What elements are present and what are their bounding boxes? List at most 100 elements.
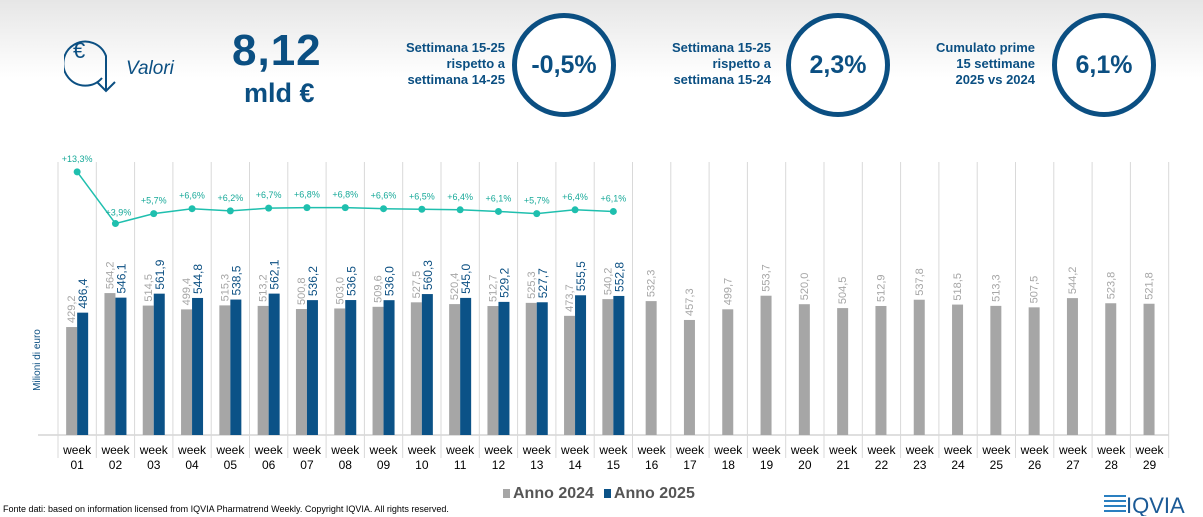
growth-label: +6,4% (447, 192, 473, 202)
x-tick-label: 24 (951, 458, 965, 472)
growth-label: +6,6% (179, 191, 205, 201)
legend-label: Anno 2025 (613, 485, 695, 502)
x-tick-label: week (1058, 443, 1088, 457)
data-label: 537,8 (914, 268, 926, 296)
x-tick-label: 10 (415, 458, 429, 472)
growth-point (188, 205, 196, 213)
x-tick-label: 16 (645, 458, 659, 472)
growth-label: +6,5% (409, 191, 435, 201)
x-tick-label: week (139, 443, 169, 457)
data-label: 546,1 (114, 263, 128, 293)
data-label: 520,0 (799, 273, 811, 301)
data-label: 536,2 (306, 266, 320, 296)
bar-2024 (487, 306, 499, 435)
data-label: 457,3 (684, 288, 696, 316)
weekly-sales-chart: Milioni di euroweek01week02week03week04w… (32, 154, 1170, 472)
kpi-label-line: Settimana 15-25 (406, 40, 505, 55)
bar-2024 (683, 319, 695, 435)
x-tick-label: week (445, 443, 475, 457)
growth-point (609, 207, 617, 215)
x-tick-label: 28 (1105, 458, 1119, 472)
x-tick-label: week (981, 443, 1011, 457)
bar-2025 (536, 302, 548, 435)
bar-2025 (345, 300, 357, 435)
growth-label: +6,8% (332, 190, 358, 200)
data-label: 561,9 (153, 259, 167, 289)
x-tick-label: 09 (377, 458, 391, 472)
kpi-1-value: -0,5% (512, 13, 616, 117)
x-tick-label: 25 (990, 458, 1004, 472)
data-label: 538,5 (229, 265, 243, 295)
data-label: 532,3 (646, 270, 658, 298)
growth-point (265, 204, 273, 212)
data-label: 521,8 (1144, 272, 1156, 300)
bar-2024 (913, 299, 925, 435)
x-tick-label: week (522, 443, 552, 457)
kpi-3-value: 6,1% (1052, 13, 1156, 117)
growth-point (418, 205, 426, 213)
growth-label: +6,2% (217, 193, 243, 203)
x-tick-label: 02 (109, 458, 123, 472)
x-tick-label: week (177, 443, 207, 457)
kpi-1-label: Settimana 15-25 rispetto a settimana 14-… (406, 40, 505, 88)
bar-2025 (230, 299, 242, 435)
growth-point (226, 207, 234, 215)
legend-item-2024: Anno 2024 (503, 485, 594, 503)
growth-point (303, 204, 311, 212)
growth-point (494, 207, 502, 215)
data-label: 500,8 (296, 277, 308, 305)
data-label: 473,7 (564, 284, 576, 312)
data-label: 509,6 (373, 275, 385, 303)
x-tick-label: week (713, 443, 743, 457)
data-label: 553,7 (761, 264, 773, 292)
x-tick-label: 05 (224, 458, 238, 472)
x-tick-label: week (62, 443, 92, 457)
data-label: 555,5 (574, 261, 588, 291)
y-axis-label: Milioni di euro (32, 329, 43, 391)
data-label: 503,0 (334, 277, 346, 305)
x-tick-label: week (1135, 443, 1165, 457)
bar-2024 (602, 299, 614, 435)
growth-label: +6,1% (600, 193, 626, 203)
x-tick-label: 14 (568, 458, 582, 472)
growth-point (73, 168, 81, 176)
kpi-label-line: Settimana 15-25 (672, 40, 771, 55)
growth-point (341, 204, 349, 212)
x-tick-label: 13 (530, 458, 544, 472)
x-tick-label: week (407, 443, 437, 457)
bar-2025 (115, 297, 127, 435)
growth-label: +5,7% (141, 196, 167, 206)
x-tick-label: week (790, 443, 820, 457)
growth-label: +6,8% (294, 190, 320, 200)
x-tick-label: week (1020, 443, 1050, 457)
bar-2024 (142, 305, 154, 435)
svg-text:IQVIA: IQVIA (1126, 493, 1185, 516)
legend-label: Anno 2024 (513, 485, 594, 502)
iqvia-logo: IQVIA (1104, 493, 1185, 516)
bar-2025 (153, 293, 165, 435)
growth-point (111, 220, 119, 228)
data-label: 540,2 (602, 268, 614, 296)
x-tick-label: week (215, 443, 245, 457)
data-label: 529,2 (497, 268, 511, 298)
x-tick-label: 06 (262, 458, 276, 472)
x-tick-label: 11 (454, 458, 467, 472)
data-label: 518,5 (952, 273, 964, 301)
kpi-label-line: settimana 14-25 (407, 72, 505, 87)
bar-2024 (952, 304, 964, 435)
bar-2024 (295, 309, 307, 435)
data-label: 536,5 (344, 266, 358, 296)
x-tick-label: 26 (1028, 458, 1042, 472)
growth-label: +3,9% (106, 208, 132, 218)
kpi-label-line: rispetto a (712, 56, 771, 71)
x-tick-label: week (943, 443, 973, 457)
data-label: 544,2 (1067, 267, 1079, 295)
x-tick-label: 17 (683, 458, 697, 472)
total-value: 8,12 (232, 26, 322, 75)
x-tick-label: 27 (1066, 458, 1080, 472)
bar-2024 (1143, 303, 1155, 435)
data-label: 536,0 (383, 266, 397, 296)
bar-2025 (460, 297, 472, 435)
bar-2024 (257, 305, 269, 435)
data-label: 513,2 (258, 274, 270, 302)
